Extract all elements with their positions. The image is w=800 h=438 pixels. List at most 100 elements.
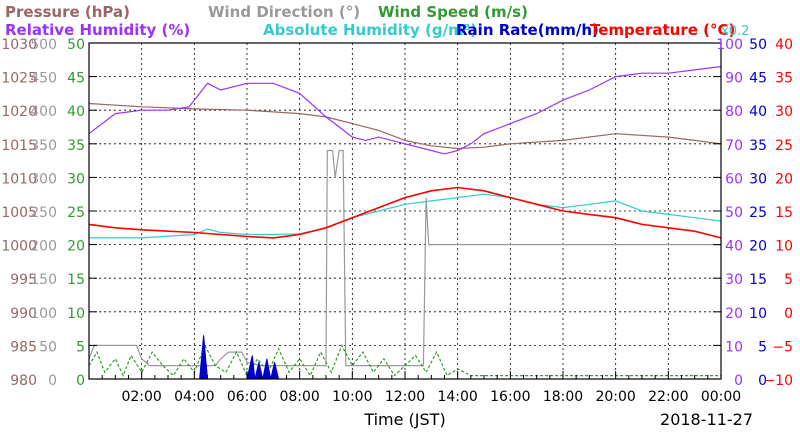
y-tick-label-wind-direction: 400: [30, 104, 57, 120]
x-tick-label: 20:00: [595, 389, 635, 405]
y-tick-label-pressure: 995: [10, 272, 37, 288]
y-tick-label-pressure: 1010: [1, 171, 37, 187]
y-tick-label-pressure: 985: [10, 339, 37, 355]
x-tick-label: 14:00: [437, 389, 477, 405]
y-tick-label-relative-humidity: 90: [725, 71, 743, 87]
y-tick-label-pressure: 1005: [1, 205, 37, 221]
x-tick-label: 06:00: [227, 389, 267, 405]
y-tick-label-rain-rate: 35: [749, 138, 767, 154]
y-tick-label-rain-rate: 20: [749, 239, 767, 255]
y-tick-label-rain-rate: 30: [749, 171, 767, 187]
y-tick-label-rain-rate: 10: [749, 306, 767, 322]
title-rain-rate-mm-h: Rain Rate(mm/h): [456, 21, 599, 39]
y-tick-label-rain-rate: 50: [749, 37, 767, 53]
y-tick-label-wind-direction: 300: [30, 171, 57, 187]
date-label: 2018-11-27: [660, 410, 753, 429]
series-wind-direction: [88, 149, 721, 367]
y-tick-label-wind-speed: 0: [76, 373, 85, 389]
title-relative-humidity: Relative Humidity (%): [5, 21, 190, 39]
x-tick-label: 22:00: [648, 389, 688, 405]
x-tick-label: 12:00: [385, 389, 425, 405]
y-tick-label-wind-speed: 15: [67, 272, 85, 288]
y-tick-label-wind-direction: 500: [30, 37, 57, 53]
series: [88, 65, 722, 380]
y-tick-label-temperature: −10: [763, 373, 793, 389]
title-wind-direction: Wind Direction (°): [208, 3, 360, 21]
y-tick-label-relative-humidity: 70: [725, 138, 743, 154]
y-tick-label-wind-direction: 450: [30, 71, 57, 87]
series-temperature: [88, 186, 722, 239]
grid: [89, 43, 721, 379]
y-tick-label-pressure: 1000: [1, 239, 37, 255]
y-tick-label-wind-direction: 50: [39, 339, 57, 355]
title-pressure-hpa: Pressure (hPa): [5, 3, 130, 21]
x-tick-label: 04:00: [174, 389, 214, 405]
y-tick-label-wind-direction: 250: [30, 205, 57, 221]
axes: 9809859909951000100510101015102010251030…: [1, 37, 793, 405]
x-axis-label: Time (JST): [363, 410, 445, 429]
y-tick-label-temperature: 0: [784, 306, 793, 322]
y-tick-label-rain-rate: 5: [758, 339, 767, 355]
y-tick-label-temperature: −5: [772, 339, 793, 355]
y-tick-label-relative-humidity: 40: [725, 239, 743, 255]
y-tick-label-temperature: 40: [775, 37, 793, 53]
series-rain-rate: [89, 335, 721, 380]
title-x0-2: x0.2: [721, 24, 749, 39]
y-tick-label-relative-humidity: 30: [725, 272, 743, 288]
series-relative-humidity: [88, 65, 722, 155]
y-tick-label-temperature: 15: [775, 205, 793, 221]
y-tick-label-relative-humidity: 20: [725, 306, 743, 322]
y-tick-label-wind-speed: 50: [67, 37, 85, 53]
y-tick-label-temperature: 30: [775, 104, 793, 120]
y-tick-label-relative-humidity: 50: [725, 205, 743, 221]
y-tick-label-wind-speed: 30: [67, 171, 85, 187]
title-temperature-c: Temperature (°C): [590, 21, 735, 39]
y-tick-label-pressure: 1025: [1, 71, 37, 87]
y-tick-label-rain-rate: 40: [749, 104, 767, 120]
series-pressure: [88, 102, 722, 150]
y-tick-label-wind-speed: 5: [76, 339, 85, 355]
y-tick-label-relative-humidity: 100: [716, 37, 743, 53]
y-tick-label-relative-humidity: 0: [734, 373, 743, 389]
y-tick-label-wind-direction: 0: [48, 373, 57, 389]
title-wind-speed-m-s: Wind Speed (m/s): [378, 3, 528, 21]
x-tick-label: 02:00: [121, 389, 161, 405]
y-tick-label-temperature: 35: [775, 71, 793, 87]
y-tick-label-wind-speed: 35: [67, 138, 85, 154]
y-tick-label-wind-direction: 150: [30, 272, 57, 288]
y-tick-label-temperature: 5: [784, 272, 793, 288]
y-tick-label-rain-rate: 45: [749, 71, 767, 87]
x-tick-label: 18:00: [543, 389, 583, 405]
y-tick-label-pressure: 990: [10, 306, 37, 322]
y-tick-label-temperature: 25: [775, 138, 793, 154]
series-absolute-humidity-x0-2: [89, 193, 722, 239]
y-tick-label-wind-direction: 350: [30, 138, 57, 154]
y-tick-label-wind-direction: 200: [30, 239, 57, 255]
y-tick-label-relative-humidity: 10: [725, 339, 743, 355]
y-tick-label-wind-direction: 100: [30, 306, 57, 322]
y-tick-label-wind-speed: 40: [67, 104, 85, 120]
y-tick-label-relative-humidity: 80: [725, 104, 743, 120]
y-tick-label-rain-rate: 25: [749, 205, 767, 221]
x-tick-label: 10:00: [332, 389, 372, 405]
y-tick-label-wind-speed: 25: [67, 205, 85, 221]
y-tick-label-rain-rate: 15: [749, 272, 767, 288]
y-tick-label-wind-speed: 20: [67, 239, 85, 255]
y-tick-label-wind-speed: 45: [67, 71, 85, 87]
y-tick-label-relative-humidity: 60: [725, 171, 743, 187]
x-tick-label: 00:00: [701, 389, 741, 405]
chart-titles: Pressure (hPa) Wind Direction (°) Wind Spe…: [5, 3, 749, 39]
y-tick-label-pressure: 1020: [1, 104, 37, 120]
y-tick-label-pressure: 1030: [1, 37, 37, 53]
title-absolute-humidity-g-m: Absolute Humidity (g/m³): [263, 21, 477, 39]
x-tick-label: 08:00: [279, 389, 319, 405]
y-tick-label-pressure: 980: [10, 373, 37, 389]
y-tick-label-temperature: 20: [775, 171, 793, 187]
x-tick-label: 16:00: [490, 389, 530, 405]
y-tick-label-pressure: 1015: [1, 138, 37, 154]
y-tick-label-wind-speed: 10: [67, 306, 85, 322]
y-tick-label-temperature: 10: [775, 239, 793, 255]
y-tick-label-rain-rate: 0: [758, 373, 767, 389]
